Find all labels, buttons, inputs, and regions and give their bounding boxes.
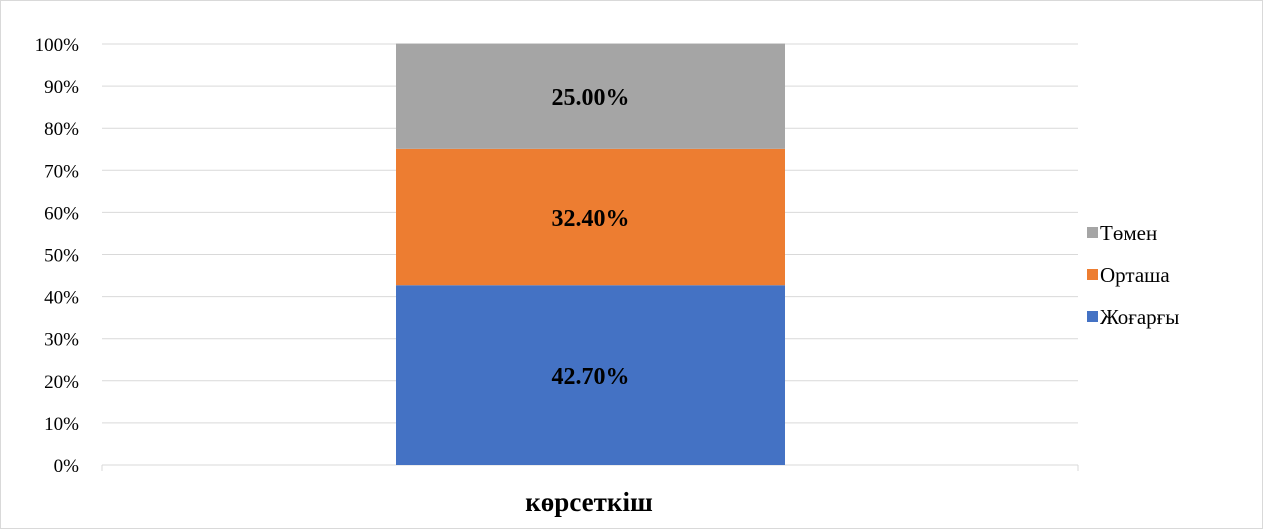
y-tick-label: 20% <box>44 372 79 393</box>
x-axis-label: көрсеткіш <box>525 487 653 517</box>
y-tick-label: 100% <box>35 35 80 56</box>
bar-segment-1 <box>396 285 785 465</box>
bar-stack <box>396 43 785 465</box>
data-label: 42.70% <box>552 364 630 390</box>
legend-swatch <box>1087 227 1098 238</box>
y-tick-label: 30% <box>44 330 79 351</box>
y-tick-label: 80% <box>44 119 79 140</box>
y-tick-label: 60% <box>44 203 79 224</box>
legend-label: Орташа <box>1100 263 1170 287</box>
data-labels: 42.70% 32.40% 25.00% <box>552 85 630 390</box>
data-label: 32.40% <box>552 206 630 232</box>
bar-segment-3 <box>396 43 785 149</box>
y-tick-label: 0% <box>54 456 80 477</box>
y-tick-label: 50% <box>44 246 79 267</box>
y-tick-label: 40% <box>44 288 79 309</box>
y-tick-label: 10% <box>44 414 79 435</box>
y-tick-label: 90% <box>44 77 79 98</box>
legend-swatch <box>1087 269 1098 280</box>
y-tick-label: 70% <box>44 161 79 182</box>
data-label: 25.00% <box>552 85 630 111</box>
legend-label: Төмен <box>1100 221 1157 245</box>
legend-swatch <box>1087 311 1098 322</box>
bar-segment-2 <box>396 148 785 286</box>
legend: Төмен Орташа Жоғарғы <box>1087 221 1179 329</box>
legend-label: Жоғарғы <box>1100 305 1179 329</box>
